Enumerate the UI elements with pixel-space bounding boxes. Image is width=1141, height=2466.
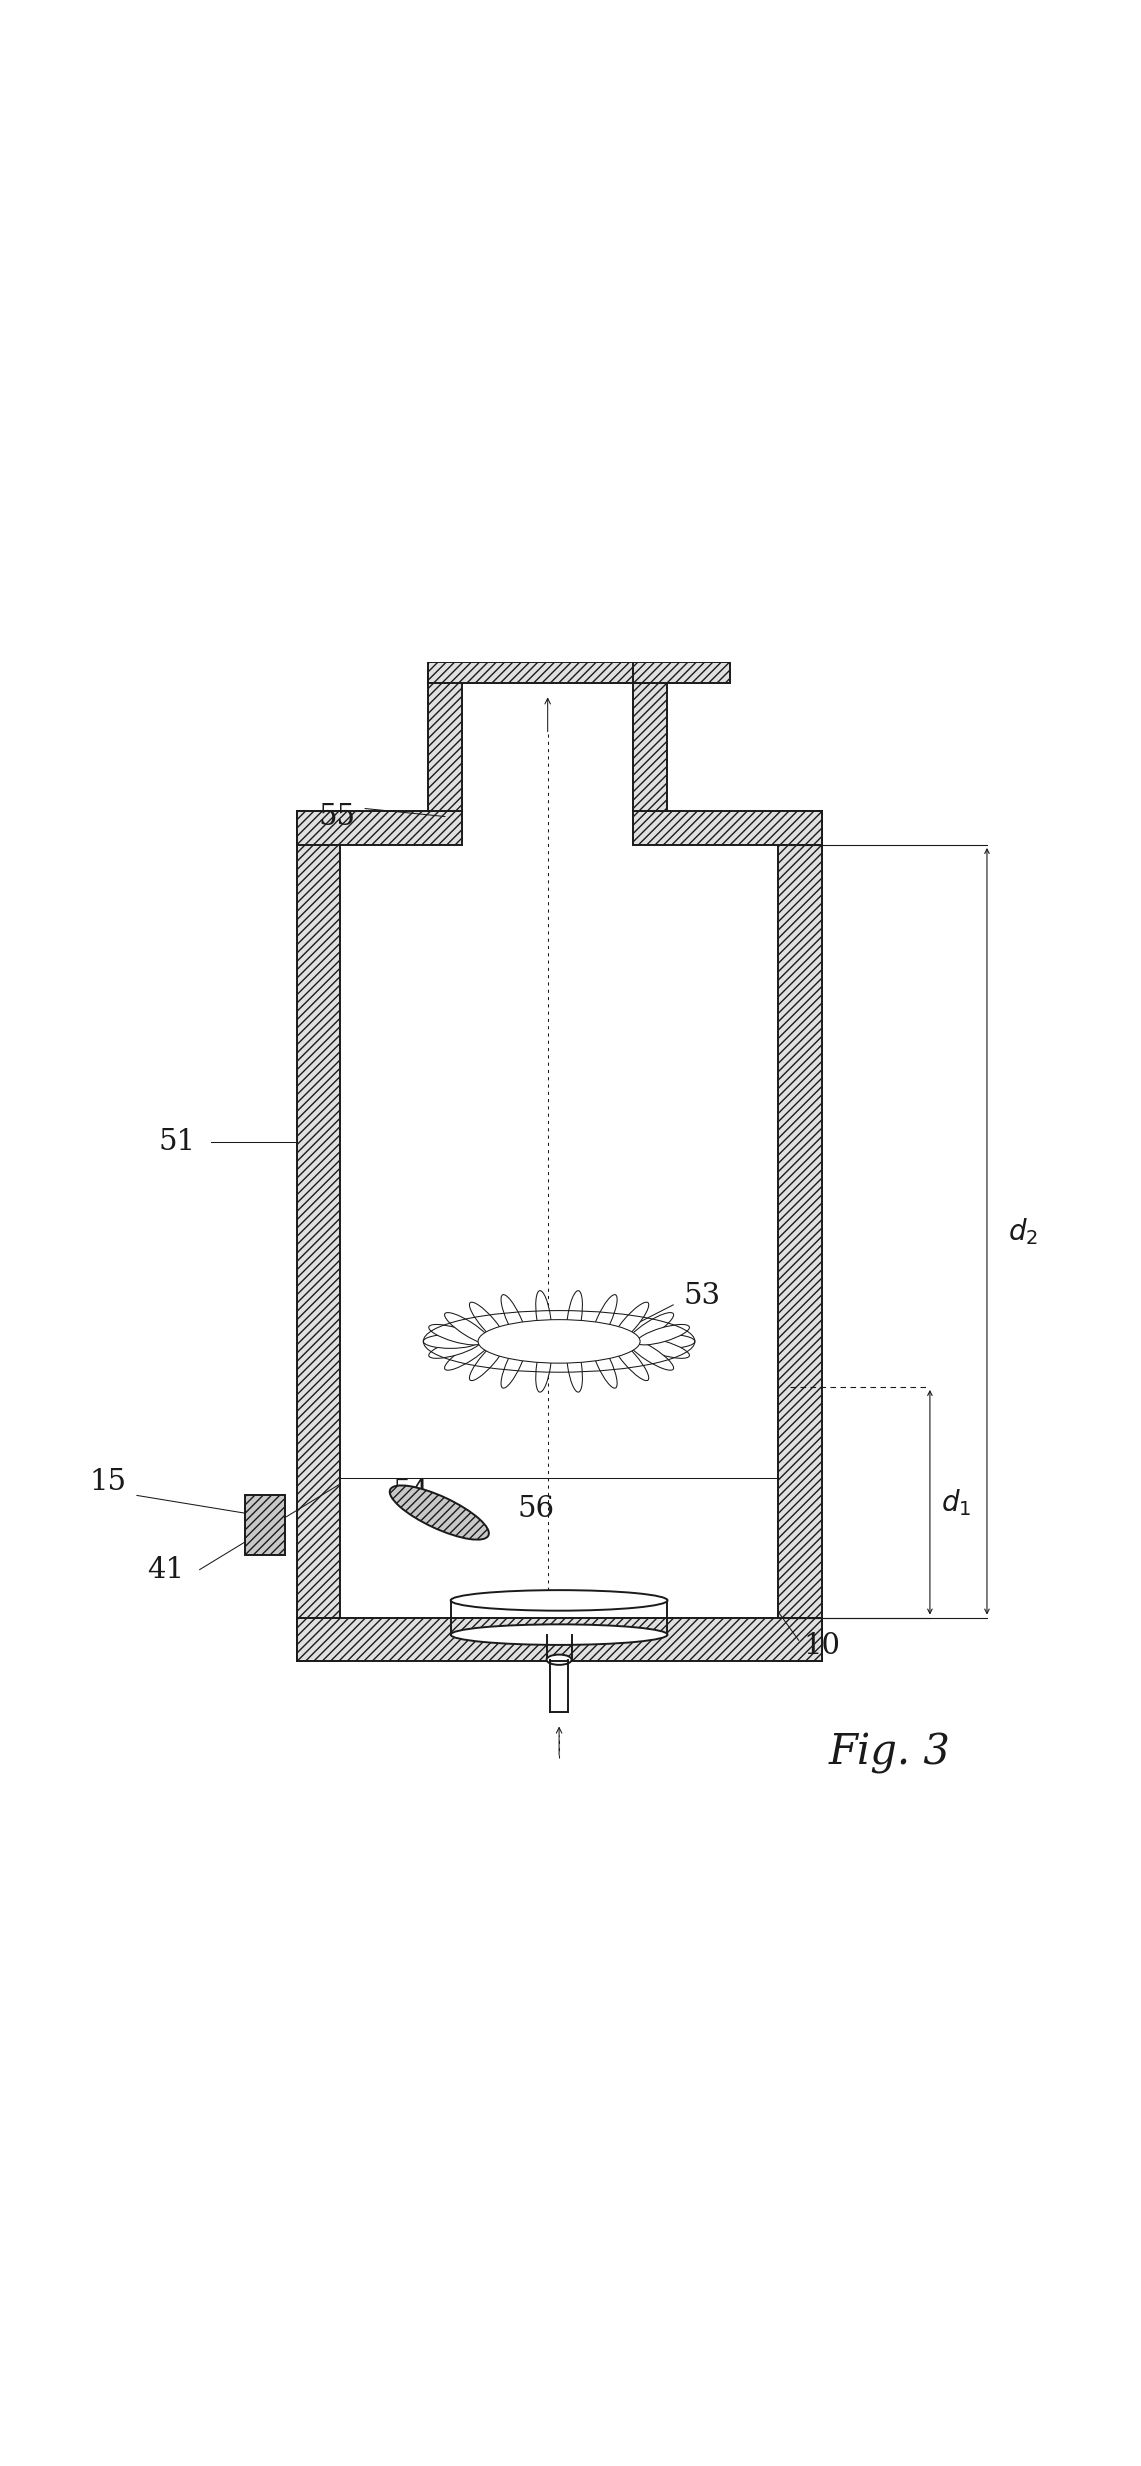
Bar — [778, 811, 822, 1662]
Text: $d_1$: $d_1$ — [941, 1487, 972, 1517]
Ellipse shape — [547, 1655, 572, 1665]
Text: 55: 55 — [318, 801, 355, 831]
Text: 53: 53 — [683, 1282, 720, 1309]
Ellipse shape — [640, 1334, 695, 1349]
Ellipse shape — [445, 1339, 492, 1371]
Bar — [297, 811, 340, 1662]
Text: Fig. 3: Fig. 3 — [830, 1731, 950, 1776]
Ellipse shape — [478, 1319, 640, 1364]
Ellipse shape — [429, 1324, 482, 1344]
Ellipse shape — [637, 1324, 689, 1344]
Bar — [297, 1618, 822, 1662]
Ellipse shape — [626, 1312, 673, 1344]
Ellipse shape — [501, 1295, 527, 1344]
Ellipse shape — [637, 1339, 689, 1359]
Ellipse shape — [451, 1591, 667, 1610]
Ellipse shape — [612, 1302, 649, 1344]
Text: 41: 41 — [147, 1556, 184, 1583]
Ellipse shape — [390, 1485, 488, 1539]
Bar — [633, 663, 730, 683]
Ellipse shape — [451, 1625, 667, 1645]
Bar — [462, 683, 633, 811]
Ellipse shape — [501, 1339, 527, 1388]
Bar — [428, 663, 667, 683]
Bar — [633, 811, 822, 846]
Ellipse shape — [567, 1290, 582, 1344]
Text: 56: 56 — [518, 1494, 555, 1524]
Ellipse shape — [536, 1290, 551, 1344]
Ellipse shape — [591, 1339, 617, 1388]
Ellipse shape — [591, 1295, 617, 1344]
Ellipse shape — [612, 1339, 649, 1381]
Text: $d_2$: $d_2$ — [1008, 1216, 1037, 1248]
Ellipse shape — [626, 1339, 673, 1371]
Text: 54: 54 — [393, 1477, 429, 1507]
Ellipse shape — [469, 1339, 507, 1381]
Text: 10: 10 — [803, 1632, 840, 1660]
Ellipse shape — [567, 1339, 582, 1393]
Bar — [633, 671, 667, 811]
Bar — [340, 846, 778, 1618]
Bar — [245, 1494, 285, 1554]
Text: 51: 51 — [159, 1127, 195, 1157]
Ellipse shape — [469, 1302, 507, 1344]
Ellipse shape — [536, 1339, 551, 1393]
Ellipse shape — [445, 1312, 492, 1344]
Bar — [428, 671, 462, 811]
Ellipse shape — [423, 1334, 478, 1349]
Ellipse shape — [429, 1339, 482, 1359]
Text: 15: 15 — [90, 1467, 127, 1497]
Bar — [297, 811, 462, 846]
